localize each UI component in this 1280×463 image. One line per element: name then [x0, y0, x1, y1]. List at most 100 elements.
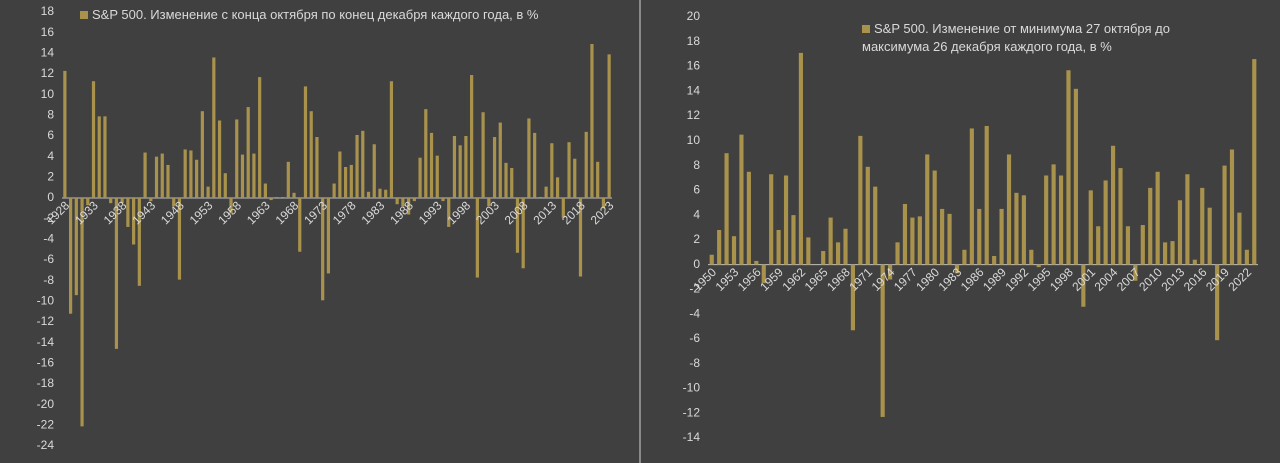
y-tick-label: -20: [37, 397, 55, 411]
bar: [984, 125, 989, 265]
bar: [1207, 207, 1212, 265]
bar: [1170, 241, 1175, 265]
bar: [458, 145, 462, 198]
bar: [464, 136, 468, 198]
y-tick-label: -12: [37, 314, 55, 328]
bar: [601, 198, 606, 209]
y-tick-label: 12: [41, 66, 55, 80]
bar: [275, 196, 279, 198]
bar: [68, 198, 73, 314]
bar: [269, 198, 273, 201]
y-tick-label: 4: [693, 207, 700, 221]
bar: [527, 118, 531, 198]
bar: [567, 142, 571, 198]
bar: [361, 130, 365, 198]
bar: [533, 132, 537, 198]
bar: [1044, 175, 1049, 265]
bar: [1006, 154, 1012, 265]
y-tick-label: 8: [47, 108, 54, 122]
bar: [969, 128, 974, 265]
bar: [280, 196, 285, 198]
bar: [504, 162, 508, 198]
x-tick-label: 1965: [802, 265, 831, 294]
bar: [114, 198, 119, 349]
bar: [739, 134, 744, 265]
bar: [584, 131, 588, 198]
bar: [441, 198, 445, 202]
x-tick-label: 2016: [1181, 265, 1210, 294]
bar: [940, 208, 945, 265]
bar: [424, 109, 428, 198]
bar: [1103, 180, 1108, 265]
legend-swatch: [862, 25, 870, 33]
y-tick-label: 2: [47, 170, 54, 184]
bar: [754, 260, 759, 265]
x-tick-label: 1959: [757, 265, 786, 294]
y-tick-label: -2: [689, 282, 700, 296]
x-tick-label: 2004: [1092, 265, 1121, 294]
bar: [724, 153, 729, 265]
bar: [160, 153, 164, 198]
bar: [1014, 192, 1019, 265]
bar: [292, 192, 296, 198]
bar: [1148, 187, 1153, 265]
bar: [326, 198, 331, 274]
y-tick-label: -6: [43, 252, 54, 266]
bar: [550, 143, 554, 198]
bar: [1058, 175, 1064, 265]
bar: [475, 198, 479, 278]
bar: [1021, 195, 1026, 265]
x-tick-label: 1971: [846, 265, 875, 294]
x-tick-label: 2010: [1136, 265, 1165, 294]
bar: [395, 198, 399, 205]
bar: [1081, 264, 1086, 307]
x-tick-label: 2022: [1225, 265, 1254, 294]
bar: [80, 198, 84, 427]
bar: [910, 217, 915, 265]
bar: [902, 203, 908, 265]
bar: [880, 264, 885, 417]
bar: [412, 198, 416, 202]
bar: [166, 164, 170, 198]
bar: [1237, 212, 1242, 265]
bar: [91, 81, 96, 198]
bar: [429, 132, 434, 198]
bar: [1215, 264, 1220, 341]
bar: [806, 237, 811, 265]
bar: [235, 119, 239, 198]
y-tick-label: 6: [47, 128, 54, 142]
y-tick-label: -22: [37, 418, 55, 432]
bar: [858, 135, 863, 265]
bar: [596, 161, 600, 198]
legend: S&P 500. Изменение от минимума 27 октябр…: [862, 20, 1232, 56]
bar: [925, 154, 930, 265]
y-tick-label: 4: [47, 149, 54, 163]
bar: [578, 198, 583, 277]
bar: [338, 151, 342, 198]
bar: [401, 198, 405, 207]
x-tick-label: 1989: [980, 265, 1009, 294]
bar: [229, 198, 233, 214]
bar: [355, 134, 359, 198]
y-tick-label: 2: [693, 232, 700, 246]
bar: [384, 189, 388, 198]
bar: [515, 198, 520, 253]
bar: [332, 183, 336, 198]
bar: [1222, 165, 1227, 265]
x-tick-label: 1956: [735, 265, 764, 294]
bar: [1155, 171, 1160, 265]
bar: [97, 116, 101, 198]
x-tick-label: 1948: [158, 198, 187, 227]
bar: [1096, 226, 1101, 265]
y-tick-label: 8: [693, 158, 700, 172]
y-tick-label: 0: [693, 257, 700, 271]
bar: [200, 111, 204, 198]
bar: [709, 254, 714, 265]
bar: [1140, 225, 1145, 265]
y-tick-label: -2: [43, 211, 54, 225]
y-tick-label: -12: [683, 405, 701, 419]
bar: [895, 242, 900, 265]
x-tick-label: 2007: [1114, 265, 1143, 294]
bar: [177, 198, 182, 280]
bar: [1185, 174, 1190, 265]
